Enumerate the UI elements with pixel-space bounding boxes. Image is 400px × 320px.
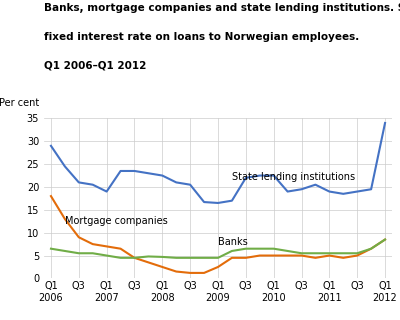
- Text: Banks, mortgage companies and state lending institutions. Share of: Banks, mortgage companies and state lend…: [44, 3, 400, 13]
- Text: fixed interest rate on loans to Norwegian employees.: fixed interest rate on loans to Norwegia…: [44, 32, 359, 42]
- Text: Per cent: Per cent: [0, 98, 39, 108]
- Text: State lending institutions: State lending institutions: [232, 172, 355, 182]
- Text: Mortgage companies: Mortgage companies: [65, 216, 168, 226]
- Text: Banks: Banks: [218, 237, 248, 247]
- Text: Q1 2006–Q1 2012: Q1 2006–Q1 2012: [44, 61, 146, 71]
